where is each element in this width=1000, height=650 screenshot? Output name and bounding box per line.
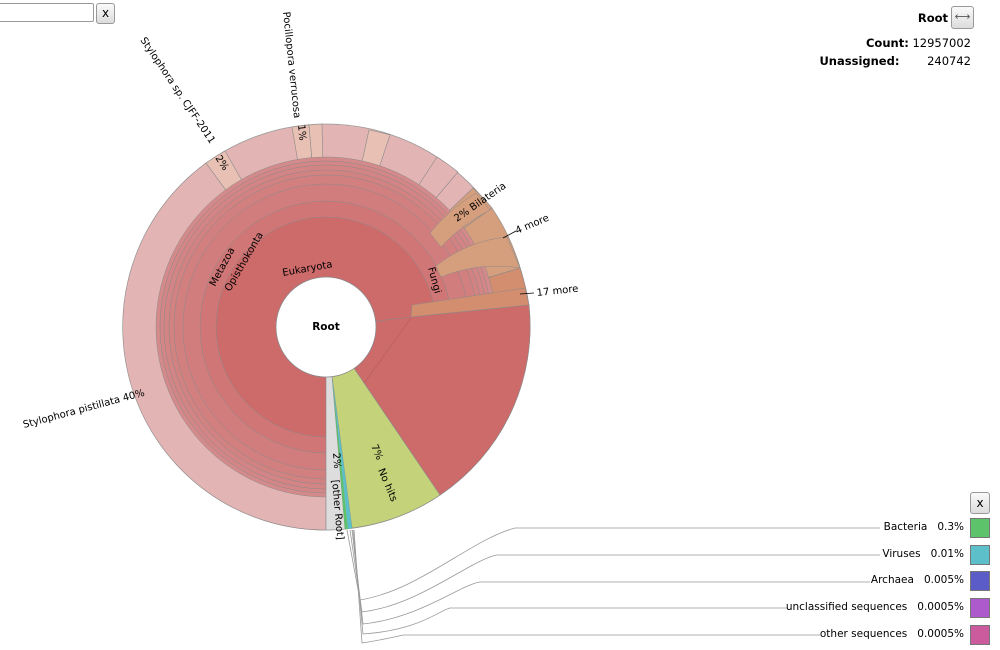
expand-icon[interactable]: ⟷ <box>951 6 974 29</box>
legend-close-button[interactable]: x <box>970 492 990 514</box>
legend-item-other-sequences[interactable]: other sequences 0.0005% <box>820 628 964 640</box>
legend-item-unclassified[interactable]: unclassified sequences 0.0005% <box>786 601 964 613</box>
wedge-fungi-right[interactable] <box>435 236 521 278</box>
wedge-no-hits[interactable] <box>325 326 441 529</box>
legend-swatch-unclassified <box>970 598 990 618</box>
legend-percent: 0.0005% <box>917 628 964 640</box>
label-other-root: [other Root] <box>329 479 345 540</box>
legend-name: Bacteria <box>883 521 928 533</box>
legend-connectors <box>346 527 880 644</box>
search-input[interactable] <box>0 3 94 22</box>
legend-item-bacteria[interactable]: Bacteria 0.3% <box>884 521 964 533</box>
label-four-more: 4 more <box>514 213 551 237</box>
legend-item-archaea[interactable]: Archaea 0.005% <box>871 574 964 586</box>
legend-item-viruses[interactable]: Viruses 0.01% <box>882 548 964 560</box>
label-center-root: Root <box>312 321 340 333</box>
wedge-viruses-slice[interactable] <box>332 376 352 529</box>
wedge-bilateria[interactable] <box>429 192 491 248</box>
label-pocillopora: Pocillopora verrucosa <box>280 11 302 119</box>
unassigned-label: Unassigned: <box>819 54 900 68</box>
legend-swatch-archaea <box>970 571 990 591</box>
legend-swatch-viruses <box>970 545 990 565</box>
unassigned-row: Unassigned: 240742 <box>819 54 971 68</box>
legend-name: other sequences <box>819 628 908 640</box>
legend-percent: 0.3% <box>937 521 964 533</box>
search-clear-button[interactable]: x <box>96 3 115 24</box>
legend-name: unclassified sequences <box>785 601 908 613</box>
label-seventeen-more: 17 more <box>536 284 579 299</box>
center-root[interactable] <box>275 276 377 378</box>
node-title: Root <box>917 11 948 25</box>
unassigned-value: 240742 <box>927 54 971 68</box>
count-value: 12957002 <box>912 36 971 50</box>
legend-percent: 0.0005% <box>917 601 964 613</box>
legend-name: Viruses <box>882 548 921 560</box>
legend-percent: 0.005% <box>923 574 964 586</box>
legend-swatch-bacteria <box>970 518 990 538</box>
label-stylophora-sp: Stylophora sp. CJFF-2011 <box>138 36 217 146</box>
count-row: Count: 12957002 <box>866 36 971 50</box>
label-pocillopora-pct: 1% <box>295 124 308 141</box>
label-stylophora-pistillata: Stylophora pistillata 40% <box>22 388 146 431</box>
legend-swatch-other-sequences <box>970 625 990 645</box>
count-label: Count: <box>865 36 909 50</box>
label-other-root-pct: 2% <box>330 452 342 469</box>
legend-percent: 0.01% <box>930 548 964 560</box>
wedge-eukaryota-right[interactable] <box>325 304 531 496</box>
legend-name: Archaea <box>870 574 914 586</box>
label-leaders <box>502 230 535 295</box>
